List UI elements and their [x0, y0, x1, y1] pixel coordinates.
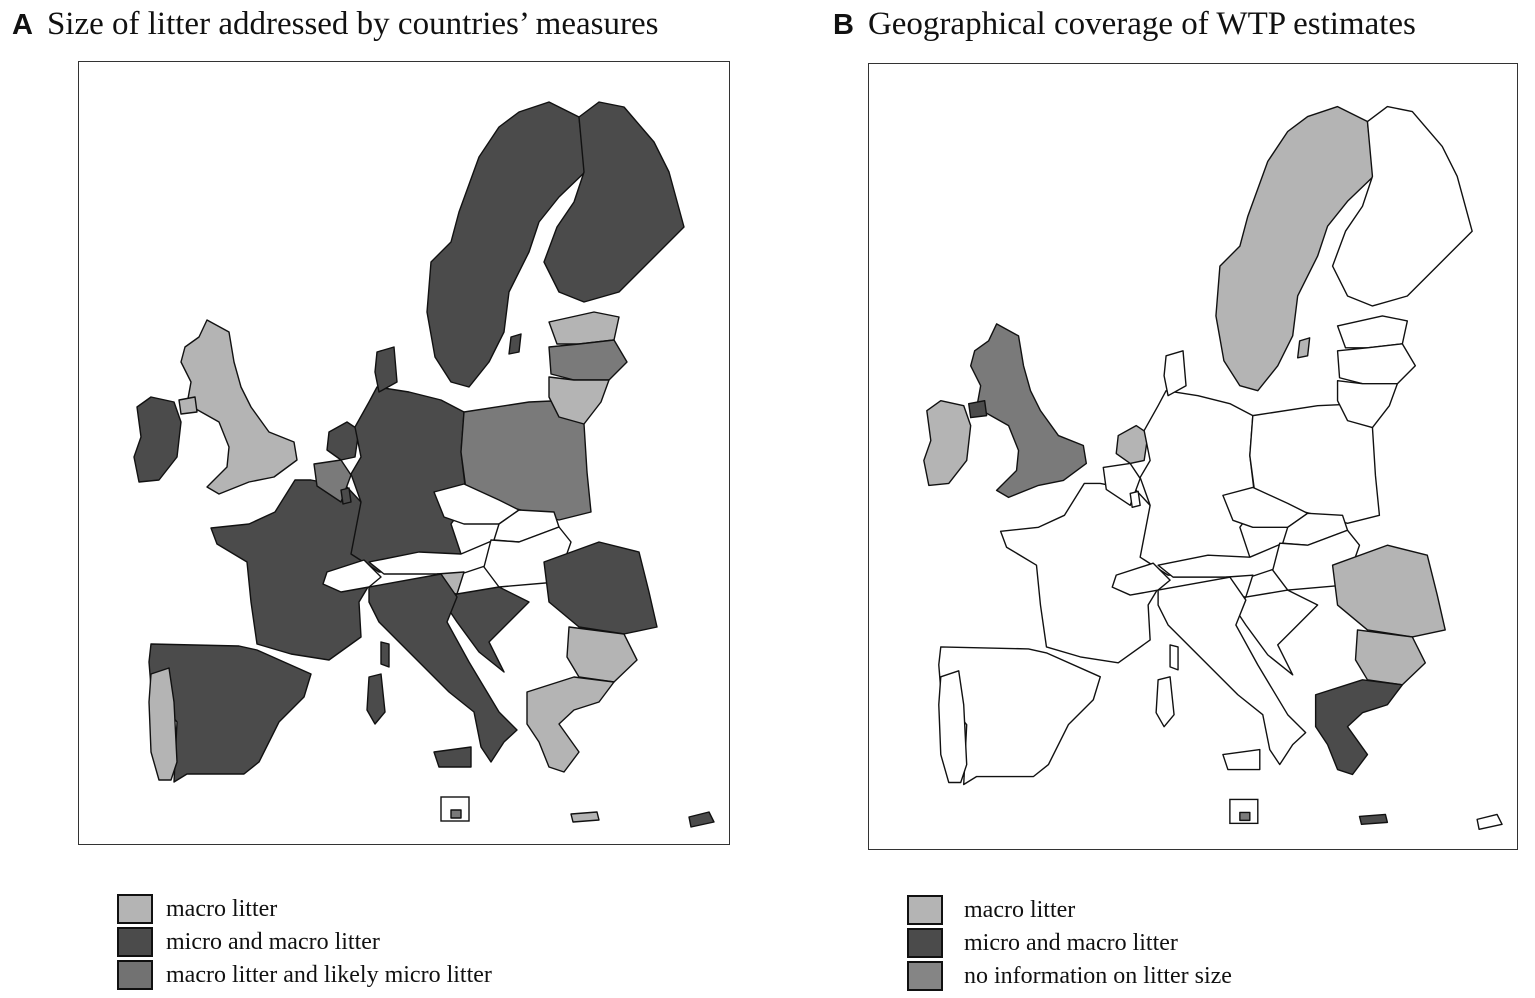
panel-b-legend: macro litter micro and macro litter no i…	[907, 893, 1232, 992]
country-sardinia	[1155, 676, 1175, 728]
legend-label: macro litter	[166, 895, 278, 922]
panel-b-map	[868, 63, 1518, 850]
country-malta	[1239, 811, 1251, 822]
legend-swatch	[117, 893, 153, 924]
legend-item: macro litter and likely micro litter	[117, 958, 492, 991]
legend-swatch	[907, 960, 943, 991]
panel-b-map-svg	[923, 105, 1503, 831]
legend-swatch	[907, 927, 943, 958]
country-bulgaria	[1354, 629, 1426, 686]
country-germany	[1139, 390, 1257, 576]
country-italy	[368, 573, 518, 763]
legend-item: no information on litter size	[907, 959, 1232, 992]
country-greece	[526, 676, 615, 773]
panel-b: B Geographical coverage of WTP estimates …	[790, 0, 1535, 998]
country-crete	[570, 811, 600, 823]
panel-a-heading: A Size of litter addressed by countries’ …	[12, 2, 658, 47]
country-cyprus	[688, 811, 715, 828]
malta-inset-box	[1229, 798, 1259, 825]
country-corsica	[380, 641, 390, 668]
legend-label: no information on litter size	[964, 962, 1232, 989]
legend-item: micro and macro litter	[117, 925, 492, 958]
country-germany	[350, 386, 468, 573]
country-estonia	[1336, 315, 1409, 349]
country-united-kingdom	[969, 323, 1088, 499]
legend-label: macro litter	[964, 896, 1076, 923]
country-ireland	[923, 399, 972, 487]
legend-label: macro litter and likely micro litter	[166, 961, 492, 988]
country-denmark	[374, 346, 398, 393]
panel-a-legend: macro litter micro and macro litter macr…	[117, 892, 492, 991]
country-bulgaria	[566, 626, 638, 683]
country-gotland	[1296, 337, 1311, 359]
country-croatia	[446, 586, 530, 673]
panel-a: A Size of litter addressed by countries’ …	[12, 2, 730, 991]
country-lithuania	[1336, 380, 1399, 429]
malta-inset-box	[440, 796, 470, 822]
panel-b-letter: B	[833, 9, 854, 41]
country-netherlands	[1115, 424, 1149, 465]
country-croatia	[1235, 589, 1319, 676]
country-finland	[543, 101, 685, 303]
country-luxembourg	[340, 487, 352, 505]
country-sweden	[426, 101, 586, 388]
country-northern-ireland	[967, 399, 988, 419]
country-estonia	[548, 311, 620, 345]
country-portugal	[938, 670, 968, 784]
country-sardinia	[366, 673, 386, 725]
legend-swatch	[907, 894, 943, 925]
country-latvia	[1336, 343, 1417, 385]
panel-b-heading: B Geographical coverage of WTP estimates	[833, 2, 1416, 47]
country-malta	[450, 809, 462, 819]
legend-item: macro litter	[117, 892, 492, 925]
country-denmark	[1163, 350, 1187, 397]
country-netherlands	[326, 421, 360, 461]
panel-a-map-svg	[133, 101, 715, 828]
legend-swatch	[117, 926, 153, 957]
country-greece	[1314, 679, 1404, 776]
country-france	[210, 479, 372, 661]
country-lithuania	[548, 376, 610, 425]
country-corsica	[1169, 644, 1179, 671]
country-northern-ireland	[178, 396, 198, 415]
country-sicily	[1222, 748, 1261, 771]
country-italy	[1157, 576, 1307, 766]
country-crete	[1358, 813, 1389, 826]
country-ireland	[133, 396, 182, 483]
panel-a-title: Size of litter addressed by countries’ m…	[46, 6, 659, 42]
panel-a-letter: A	[12, 9, 33, 41]
legend-item: micro and macro litter	[907, 926, 1232, 959]
country-portugal	[148, 667, 178, 781]
legend-label: micro and macro litter	[166, 928, 380, 955]
country-sweden	[1215, 105, 1375, 392]
country-luxembourg	[1129, 490, 1141, 509]
legend-item: macro litter	[907, 893, 1232, 926]
country-gotland	[508, 333, 522, 355]
country-united-kingdom	[180, 319, 298, 495]
country-sicily	[433, 746, 472, 768]
country-romania	[1331, 544, 1446, 638]
country-finland	[1331, 105, 1473, 307]
panel-b-title: Geographical coverage of WTP estimates	[867, 6, 1416, 42]
country-romania	[543, 541, 658, 635]
country-france	[999, 482, 1161, 664]
legend-label: micro and macro litter	[964, 929, 1178, 956]
country-cyprus	[1476, 813, 1503, 831]
country-latvia	[548, 339, 628, 381]
legend-swatch	[117, 959, 153, 990]
panel-a-map	[78, 61, 730, 845]
